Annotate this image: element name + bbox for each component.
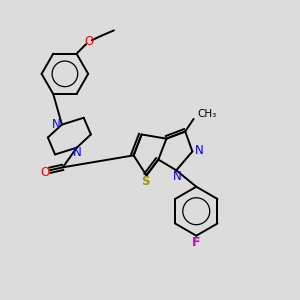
Text: O: O <box>85 34 94 48</box>
Text: N: N <box>195 143 203 157</box>
Text: S: S <box>142 176 150 188</box>
Text: N: N <box>73 146 81 160</box>
Text: O: O <box>40 166 49 178</box>
Text: N: N <box>172 170 181 183</box>
Text: N: N <box>52 118 61 131</box>
Text: F: F <box>192 236 200 249</box>
Text: CH₃: CH₃ <box>197 109 216 118</box>
